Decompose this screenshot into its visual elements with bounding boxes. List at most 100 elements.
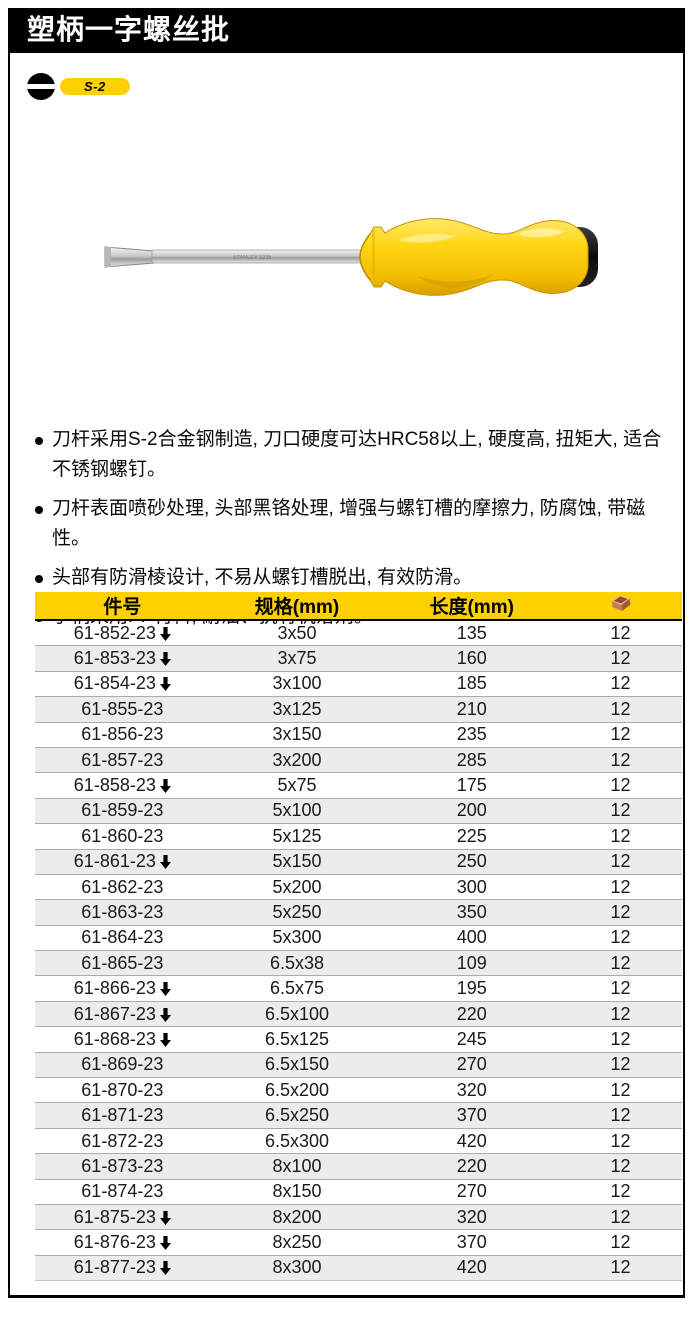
- table-row: 61-854-23 3x100 185 12: [35, 670, 682, 697]
- length-cell: 225: [384, 823, 560, 850]
- down-arrow-icon: [159, 626, 171, 641]
- part-number: 61-874-23: [81, 1181, 164, 1202]
- spec-cell: 3x50: [277, 622, 317, 643]
- part-cell: 61-875-23: [35, 1203, 210, 1230]
- spec-cell: 5x75: [209, 772, 385, 799]
- down-arrow-icon: [159, 677, 171, 692]
- part-cell: 61-876-23: [35, 1229, 210, 1256]
- carton-qty-icon: [607, 591, 633, 613]
- qty-cell: 12: [559, 1051, 682, 1078]
- length-cell: 220: [384, 1000, 560, 1027]
- length-cell: 420: [384, 1127, 560, 1154]
- length-cell: 195: [384, 975, 560, 1002]
- part-number: 61-875-23: [73, 1206, 156, 1227]
- spec-cell: 5x125: [209, 823, 385, 850]
- part-number: 61-861-23: [73, 851, 156, 872]
- part-number: 61-854-23: [73, 673, 156, 694]
- part-cell: 61-866-23: [35, 975, 210, 1002]
- down-arrow-icon: [159, 1032, 171, 1047]
- down-arrow-icon: [159, 652, 171, 667]
- table-row: 61-860-23 5x125 225 12: [35, 823, 682, 850]
- s2-steel-badge: S-2: [60, 77, 130, 95]
- qty-cell: 12: [559, 1229, 682, 1256]
- qty-cell: 12: [559, 1077, 682, 1103]
- part-spec-table: 件号 规格(mm) 长度(mm) 61-852-23 3x50: [35, 592, 682, 1281]
- length-cell: 420: [384, 1254, 560, 1281]
- part-cell: 61-872-23: [35, 1127, 210, 1154]
- part-cell: 61-857-23: [35, 746, 210, 773]
- part-cell: 61-869-23: [35, 1051, 210, 1078]
- part-cell: 61-865-23: [35, 950, 210, 976]
- table-row: 61-869-23 6.5x150 270 12: [35, 1051, 682, 1078]
- table-row: 61-875-23 8x200 320 12: [35, 1203, 682, 1230]
- col-pack-qty: [559, 591, 682, 621]
- part-number: 61-852-23: [73, 622, 156, 643]
- part-cell: 61-867-23: [35, 1000, 210, 1027]
- part-cell: 61-874-23: [35, 1178, 210, 1205]
- spec-cell: 6.5x75: [209, 975, 385, 1002]
- qty-cell: 12: [559, 645, 682, 672]
- spec-cell: 3x150: [209, 721, 385, 748]
- spec-cell: 6.5x200: [209, 1077, 385, 1103]
- table-row: 61-871-23 6.5x250 370 12: [35, 1102, 682, 1129]
- qty-cell: 12: [610, 622, 631, 643]
- part-cell: 61-861-23: [35, 848, 210, 875]
- qty-cell: 12: [559, 975, 682, 1002]
- spec-cell: 6.5x100: [209, 1000, 385, 1027]
- spec-cell: 5x200: [209, 873, 385, 900]
- qty-cell: 12: [559, 1203, 682, 1230]
- part-cell: 61-852-23: [35, 620, 210, 646]
- qty-cell: 12: [559, 721, 682, 748]
- part-cell: 61-871-23: [35, 1102, 210, 1129]
- part-cell: 61-873-23: [35, 1153, 210, 1180]
- qty-cell: 12: [559, 696, 682, 723]
- part-cell: 61-868-23: [35, 1026, 210, 1053]
- qty-cell: 12: [559, 670, 682, 697]
- spec-cell: 8x150: [209, 1178, 385, 1205]
- qty-cell: 12: [559, 873, 682, 900]
- down-arrow-icon: [159, 1007, 171, 1022]
- table-row: 61-855-23 3x125 210 12: [35, 696, 682, 723]
- table-row: 61-861-23 5x150 250 12: [35, 848, 682, 875]
- table-row: 61-852-23 3x50 135 12: [35, 620, 682, 646]
- down-arrow-icon: [159, 855, 171, 870]
- table-row: 61-866-23 6.5x75 195 12: [35, 975, 682, 1002]
- part-cell: 61-853-23: [35, 645, 210, 672]
- part-number: 61-868-23: [73, 1028, 156, 1049]
- length-cell: 245: [384, 1026, 560, 1053]
- qty-cell: 12: [559, 746, 682, 773]
- part-number: 61-865-23: [81, 952, 164, 973]
- catalog-page-frame: 塑柄一字螺丝批 S-2: [8, 8, 685, 1298]
- table-row: 61-857-23 3x200 285 12: [35, 746, 682, 773]
- down-arrow-icon: [159, 1261, 171, 1276]
- spec-cell: 6.5x300: [209, 1127, 385, 1154]
- spec-cell: 6.5x38: [209, 950, 385, 976]
- part-cell: 61-854-23: [35, 670, 210, 697]
- table-row: 61-873-23 8x100 220 12: [35, 1153, 682, 1180]
- qty-cell: 12: [559, 1254, 682, 1281]
- part-cell: 61-856-23: [35, 721, 210, 748]
- qty-cell: 12: [559, 899, 682, 926]
- table-row: 61-864-23 5x300 400 12: [35, 924, 682, 951]
- spec-cell: 3x100: [209, 670, 385, 697]
- part-number: 61-863-23: [81, 901, 164, 922]
- part-number: 61-856-23: [81, 724, 164, 745]
- down-arrow-icon: [159, 1210, 171, 1225]
- spec-cell: 6.5x250: [209, 1102, 385, 1129]
- part-cell: 61-870-23: [35, 1077, 210, 1103]
- page-title: 塑柄一字螺丝批: [27, 14, 231, 45]
- spec-cell: 5x300: [209, 924, 385, 951]
- qty-cell: 12: [559, 1000, 682, 1027]
- table-row: 61-853-23 3x75 160 12: [35, 645, 682, 672]
- qty-cell: 12: [559, 924, 682, 951]
- spec-cell: 5x150: [209, 848, 385, 875]
- table-row: 61-859-23 5x100 200 12: [35, 797, 682, 824]
- part-number: 61-872-23: [81, 1130, 164, 1151]
- part-number: 61-876-23: [73, 1232, 156, 1253]
- down-arrow-icon: [159, 1236, 171, 1251]
- part-number: 61-871-23: [81, 1105, 164, 1126]
- part-number: 61-857-23: [81, 749, 164, 770]
- length-cell: 109: [384, 950, 560, 976]
- length-cell: 135: [456, 622, 487, 643]
- part-cell: 61-877-23: [35, 1254, 210, 1281]
